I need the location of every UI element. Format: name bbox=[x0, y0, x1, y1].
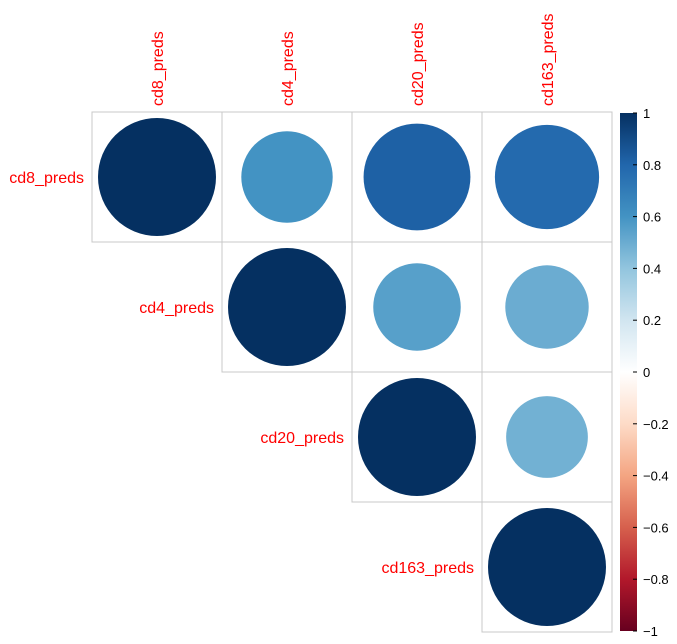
col-label-cd4-preds: cd4_preds bbox=[280, 31, 297, 106]
row-label-cd20-preds: cd20_preds bbox=[260, 430, 344, 447]
legend-colorbar bbox=[620, 113, 637, 631]
legend-tick-label: 1 bbox=[643, 106, 650, 121]
legend-tick-label: 0.8 bbox=[643, 158, 661, 173]
legend-tick-label: −1 bbox=[643, 624, 658, 639]
circle-cd4-preds-cd4-preds bbox=[228, 248, 346, 366]
legend-tick-label: 0 bbox=[643, 365, 650, 380]
legend-tick-label: 0.4 bbox=[643, 261, 661, 276]
circle-cd8-preds-cd163-preds bbox=[494, 124, 600, 230]
legend-tick-label: 0.6 bbox=[643, 210, 661, 225]
circle-cd8-preds-cd4-preds bbox=[241, 131, 333, 223]
legend-tick-label: −0.4 bbox=[643, 469, 669, 484]
legend-tick-label: −0.6 bbox=[643, 520, 669, 535]
col-label-cd20-preds: cd20_preds bbox=[410, 22, 427, 106]
color-legend: 1 0.8 0.6 0.4 0.2 0 −0.2 −0.4 −0.6 −0.8 −1 bbox=[620, 106, 669, 639]
circle-cd8-preds-cd8-preds bbox=[98, 118, 216, 236]
circles-layer bbox=[98, 118, 606, 626]
legend-tick-label: −0.8 bbox=[643, 572, 669, 587]
col-label-cd8-preds: cd8_preds bbox=[150, 31, 167, 106]
row-label-cd8-preds: cd8_preds bbox=[9, 170, 84, 187]
row-label-cd4-preds: cd4_preds bbox=[139, 300, 214, 317]
circle-cd4-preds-cd163-preds bbox=[505, 265, 589, 349]
row-label-cd163-preds: cd163_preds bbox=[381, 560, 474, 577]
row-labels: cd8_preds cd4_preds cd20_preds cd163_preds bbox=[9, 170, 474, 577]
circle-cd20-preds-cd20-preds bbox=[358, 378, 476, 496]
circle-cd8-preds-cd20-preds bbox=[363, 123, 471, 231]
circle-cd20-preds-cd163-preds bbox=[506, 396, 588, 478]
column-labels: cd8_preds cd4_preds cd20_preds cd163_preds bbox=[150, 13, 557, 106]
circle-cd163-preds-cd163-preds bbox=[488, 508, 606, 626]
legend-tick-label: 0.2 bbox=[643, 313, 661, 328]
circle-cd4-preds-cd20-preds bbox=[373, 263, 461, 351]
col-label-cd163-preds: cd163_preds bbox=[540, 13, 557, 106]
legend-tick-label: −0.2 bbox=[643, 417, 669, 432]
